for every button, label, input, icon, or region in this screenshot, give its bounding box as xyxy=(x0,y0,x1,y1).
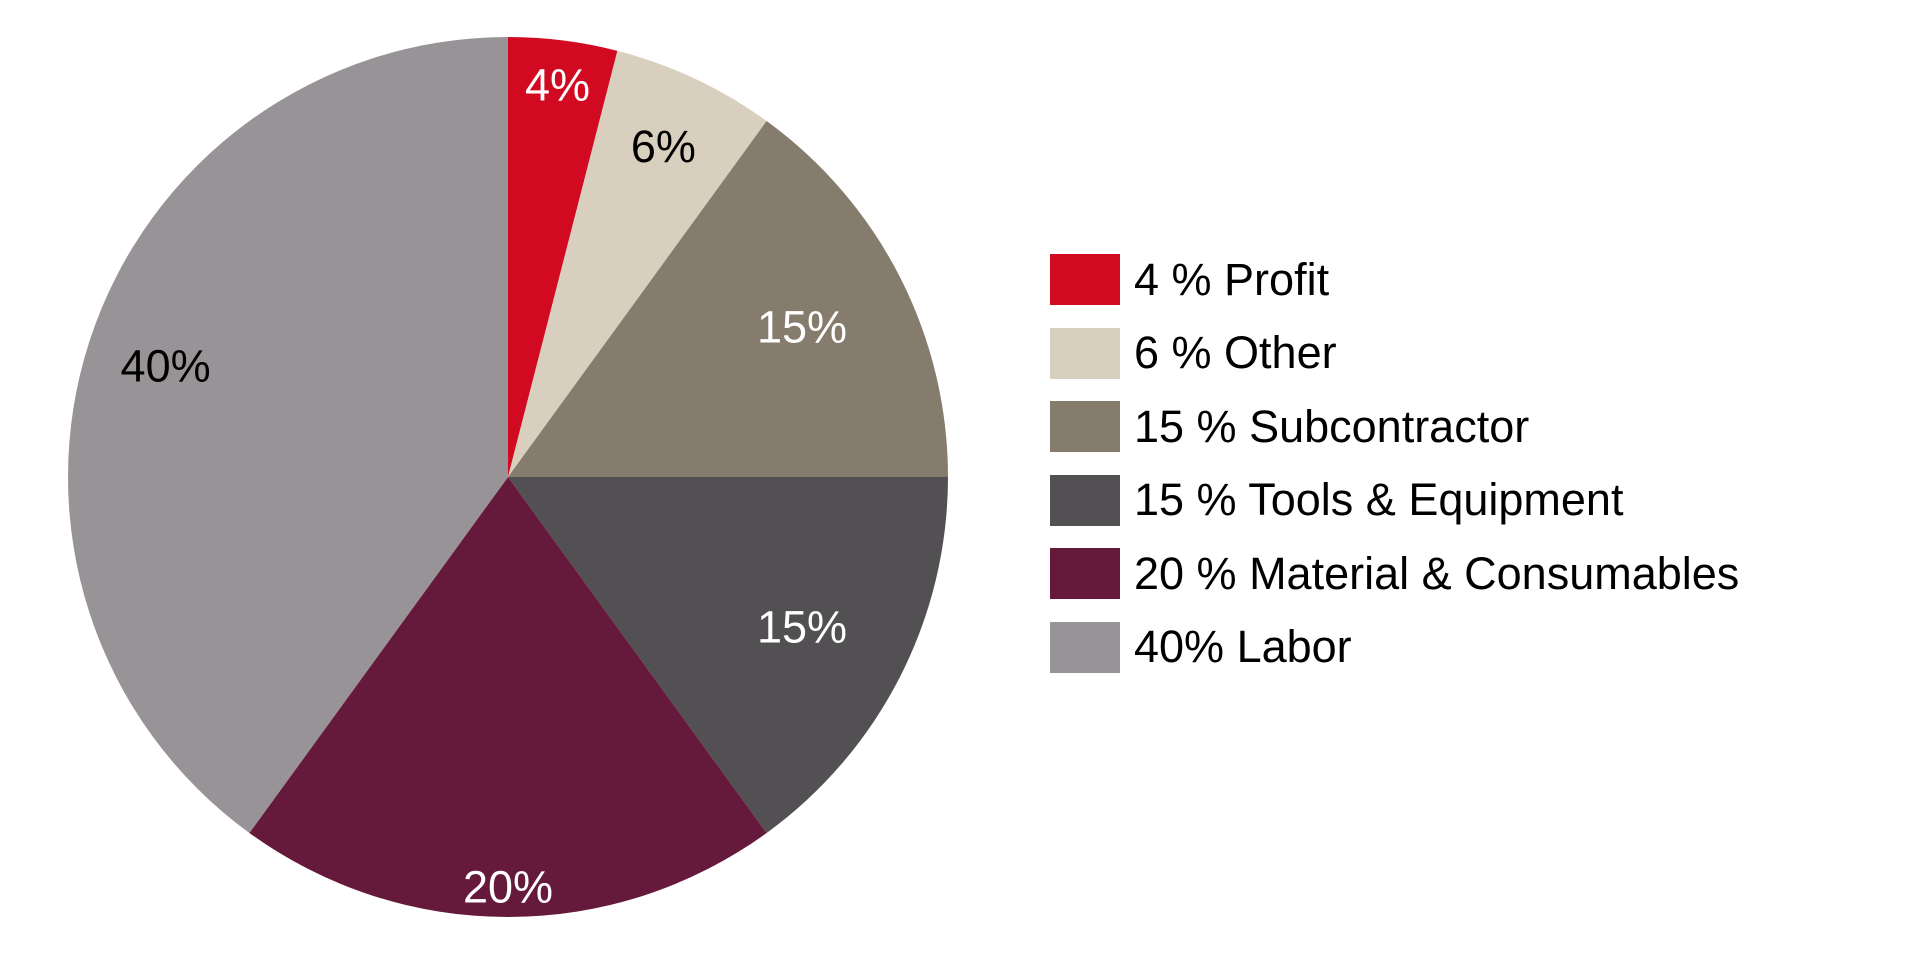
legend-label-profit: 4 % Profit xyxy=(1134,253,1330,305)
legend-item-subcontractor: 15 % Subcontractor xyxy=(1050,390,1739,464)
legend-item-profit: 4 % Profit xyxy=(1050,243,1739,317)
pie-slice-labor xyxy=(67,37,509,833)
pie-slice-profit xyxy=(508,37,618,477)
legend-swatch-profit xyxy=(1050,254,1120,306)
pie-slice-material-consumables xyxy=(249,477,767,918)
legend-item-other: 6 % Other xyxy=(1050,317,1739,391)
slice-label-material-consumables: 20% xyxy=(463,862,553,913)
legend-item-tools-equipment: 15 % Tools & Equipment xyxy=(1050,464,1739,538)
slice-label-profit: 4% xyxy=(525,60,590,111)
pie-slice-other xyxy=(508,50,767,477)
legend-label-other: 6 % Other xyxy=(1134,327,1337,379)
legend-swatch-labor xyxy=(1050,621,1120,673)
slice-label-labor: 40% xyxy=(121,340,211,391)
slice-label-other: 6% xyxy=(631,121,696,172)
pie-slice-tools-equipment xyxy=(508,477,948,833)
legend-item-material-consumables: 20 % Material & Consumables xyxy=(1050,537,1739,611)
legend-label-labor: 40% Labor xyxy=(1134,621,1352,673)
chart-legend: 4 % Profit 6 % Other 15 % Subcontractor … xyxy=(1050,243,1739,684)
slice-label-tools-equipment: 15% xyxy=(757,601,847,652)
legend-item-labor: 40% Labor xyxy=(1050,611,1739,685)
legend-swatch-other xyxy=(1050,327,1120,379)
legend-swatch-material-consumables xyxy=(1050,548,1120,600)
slice-label-subcontractor: 15% xyxy=(757,302,847,353)
legend-label-subcontractor: 15 % Subcontractor xyxy=(1134,400,1530,452)
legend-swatch-tools-equipment xyxy=(1050,474,1120,526)
legend-label-tools-equipment: 15 % Tools & Equipment xyxy=(1134,474,1624,526)
legend-label-material-consumables: 20 % Material & Consumables xyxy=(1134,547,1740,599)
pie-slice-subcontractor xyxy=(508,121,948,477)
legend-swatch-subcontractor xyxy=(1050,401,1120,453)
